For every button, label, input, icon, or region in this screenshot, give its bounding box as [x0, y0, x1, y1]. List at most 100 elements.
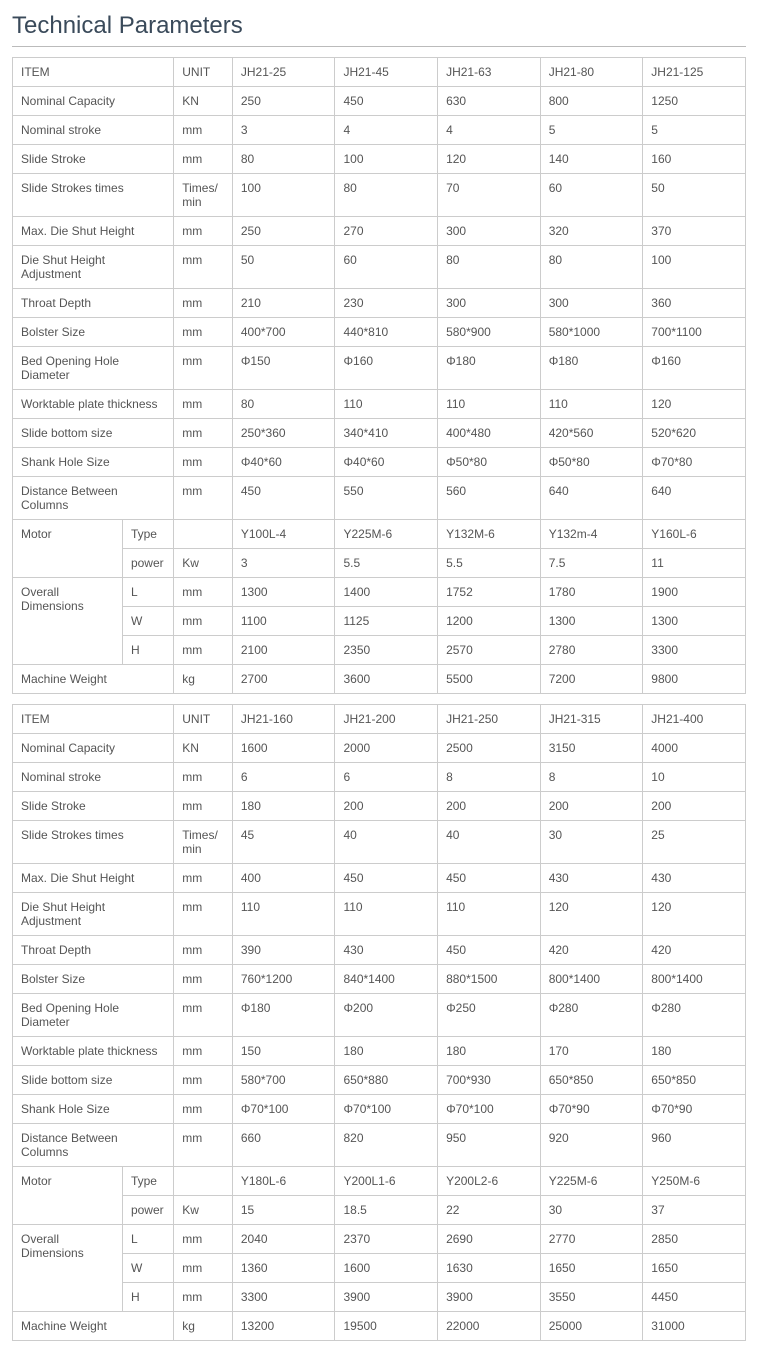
- table-row: Nominal strokemm668810: [13, 763, 746, 792]
- row-value: 120: [643, 390, 746, 419]
- row-item: Slide Stroke: [13, 145, 174, 174]
- row-item: Slide Stroke: [13, 792, 174, 821]
- table-row: Max. Die Shut Heightmm250270300320370: [13, 217, 746, 246]
- row-value: 630: [438, 87, 541, 116]
- motor-power-unit: Kw: [174, 549, 233, 578]
- header-model: JH21-25: [232, 58, 335, 87]
- row-value: Φ280: [540, 994, 643, 1037]
- row-value: 760*1200: [232, 965, 335, 994]
- motor-power-value: 5.5: [335, 549, 438, 578]
- row-value: 25: [643, 821, 746, 864]
- row-value: 650*880: [335, 1066, 438, 1095]
- dims-unit: mm: [174, 1283, 233, 1312]
- motor-power-value: 18.5: [335, 1196, 438, 1225]
- dims-label: Overall Dimensions: [13, 1225, 123, 1312]
- row-item: Slide Strokes times: [13, 174, 174, 217]
- weight-unit: kg: [174, 1312, 233, 1341]
- row-unit: Times/min: [174, 821, 233, 864]
- row-value: 650*850: [540, 1066, 643, 1095]
- row-value: Φ150: [232, 347, 335, 390]
- row-value: 10: [643, 763, 746, 792]
- row-item: Throat Depth: [13, 936, 174, 965]
- row-value: 840*1400: [335, 965, 438, 994]
- row-unit: mm: [174, 448, 233, 477]
- row-unit: mm: [174, 893, 233, 936]
- row-value: 960: [643, 1124, 746, 1167]
- row-unit: mm: [174, 419, 233, 448]
- row-value: 8: [540, 763, 643, 792]
- weight-value: 31000: [643, 1312, 746, 1341]
- header-model: JH21-160: [232, 705, 335, 734]
- row-value: 250*360: [232, 419, 335, 448]
- row-value: 110: [335, 893, 438, 936]
- row-value: 400*480: [438, 419, 541, 448]
- row-value: 180: [232, 792, 335, 821]
- row-value: 340*410: [335, 419, 438, 448]
- table-header-row: ITEMUNITJH21-160JH21-200JH21-250JH21-315…: [13, 705, 746, 734]
- motor-type-value: Y250M-6: [643, 1167, 746, 1196]
- row-unit: mm: [174, 289, 233, 318]
- row-unit: mm: [174, 994, 233, 1037]
- row-unit: mm: [174, 864, 233, 893]
- table-row: Shank Hole SizemmΦ40*60Φ40*60Φ50*80Φ50*8…: [13, 448, 746, 477]
- motor-type-value: Y132m-4: [540, 520, 643, 549]
- row-value: 100: [335, 145, 438, 174]
- motor-power-unit: Kw: [174, 1196, 233, 1225]
- header-item: ITEM: [13, 705, 174, 734]
- row-value: 180: [335, 1037, 438, 1066]
- row-item: Throat Depth: [13, 289, 174, 318]
- row-value: 120: [438, 145, 541, 174]
- row-value: 650*850: [643, 1066, 746, 1095]
- weight-value: 19500: [335, 1312, 438, 1341]
- dims-value: 1300: [232, 578, 335, 607]
- row-value: 400: [232, 864, 335, 893]
- row-value: 80: [335, 174, 438, 217]
- table-row: Shank Hole SizemmΦ70*100Φ70*100Φ70*100Φ7…: [13, 1095, 746, 1124]
- row-value: 820: [335, 1124, 438, 1167]
- row-value: 270: [335, 217, 438, 246]
- row-item: Slide Strokes times: [13, 821, 174, 864]
- motor-power-label: power: [122, 1196, 173, 1225]
- row-value: 300: [540, 289, 643, 318]
- weight-value: 2700: [232, 665, 335, 694]
- motor-type-value: Y200L1-6: [335, 1167, 438, 1196]
- row-item: Nominal Capacity: [13, 734, 174, 763]
- row-value: 5: [643, 116, 746, 145]
- header-item: ITEM: [13, 58, 174, 87]
- motor-power-value: 7.5: [540, 549, 643, 578]
- motor-type-unit: [174, 1167, 233, 1196]
- row-unit: mm: [174, 1095, 233, 1124]
- motor-label: Motor: [13, 1167, 123, 1225]
- row-unit: mm: [174, 390, 233, 419]
- dims-value: 2690: [438, 1225, 541, 1254]
- header-model: JH21-80: [540, 58, 643, 87]
- dims-value: 2350: [335, 636, 438, 665]
- header-model: JH21-400: [643, 705, 746, 734]
- table-row: Distance Between Columnsmm66082095092096…: [13, 1124, 746, 1167]
- dims-unit: mm: [174, 607, 233, 636]
- row-value: 360: [643, 289, 746, 318]
- row-value: 80: [540, 246, 643, 289]
- table-row: Die Shut Height Adjustmentmm110110110120…: [13, 893, 746, 936]
- row-unit: mm: [174, 318, 233, 347]
- row-value: 80: [438, 246, 541, 289]
- dims-value: 2570: [438, 636, 541, 665]
- row-value: 550: [335, 477, 438, 520]
- header-model: JH21-315: [540, 705, 643, 734]
- row-item: Slide bottom size: [13, 419, 174, 448]
- motor-label: Motor: [13, 520, 123, 578]
- row-value: 700*930: [438, 1066, 541, 1095]
- row-item: Distance Between Columns: [13, 1124, 174, 1167]
- dims-value: 1752: [438, 578, 541, 607]
- dims-value: 1650: [540, 1254, 643, 1283]
- dims-value: 1400: [335, 578, 438, 607]
- row-value: 4: [335, 116, 438, 145]
- row-value: 110: [335, 390, 438, 419]
- row-value: 430: [335, 936, 438, 965]
- header-model: JH21-250: [438, 705, 541, 734]
- motor-type-value: Y132M-6: [438, 520, 541, 549]
- dims-value: 1200: [438, 607, 541, 636]
- row-value: 2500: [438, 734, 541, 763]
- row-unit: mm: [174, 792, 233, 821]
- motor-type-value: Y225M-6: [335, 520, 438, 549]
